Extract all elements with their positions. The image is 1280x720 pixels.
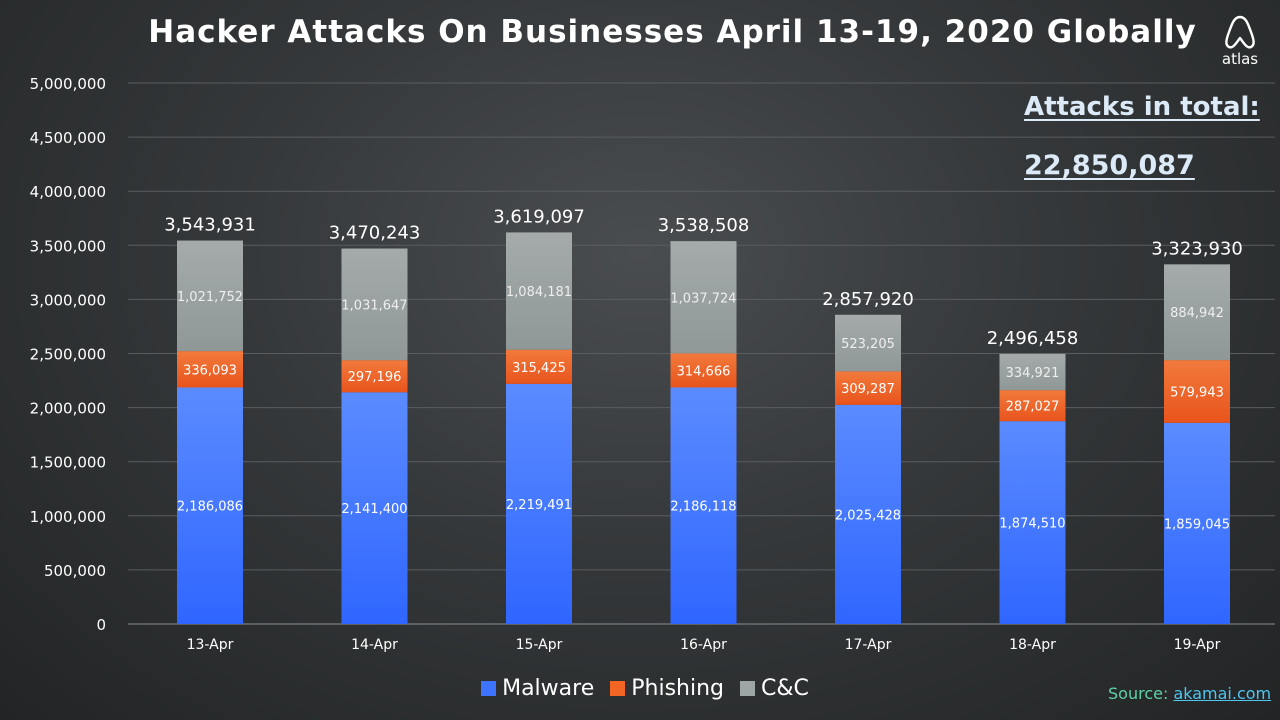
data-label: 2,186,086 [177, 500, 243, 515]
y-tick-label: 4,500,000 [30, 129, 106, 147]
legend-swatch-malware [481, 681, 497, 696]
x-tick-label: 19-Apr [1174, 637, 1221, 653]
atlas-logo-icon [1225, 15, 1255, 49]
legend-item-malware: Malware [481, 676, 594, 701]
bar-segment-malware [999, 421, 1066, 624]
y-tick-label: 5,000,000 [30, 75, 106, 93]
bar-segment-malware [341, 392, 408, 624]
bar-segment-cc [341, 248, 408, 361]
y-tick-label: 1,000,000 [30, 508, 106, 526]
source-note: Source: akamai.com [1108, 684, 1271, 703]
y-tick-label: 3,500,000 [30, 237, 106, 255]
total-label: 3,470,243 [329, 223, 421, 244]
bar-segment-phishing [506, 349, 572, 384]
x-tick-label: 15-Apr [516, 637, 563, 653]
data-label: 2,186,118 [670, 500, 736, 515]
bar-segment-cc [670, 241, 737, 354]
legend-label-cc: C&C [761, 676, 809, 701]
bar-segment-malware [835, 404, 901, 624]
data-label: 287,027 [1006, 400, 1060, 415]
legend-item-phishing: Phishing [610, 676, 724, 701]
bar-segment-phishing [835, 371, 901, 405]
legend-swatch-cc [740, 681, 755, 696]
bar-segment-cc [835, 314, 901, 372]
data-label: 1,031,647 [341, 298, 407, 313]
bar-segment-phishing [1164, 360, 1230, 423]
legend-label-phishing: Phishing [631, 676, 724, 701]
data-label: 884,942 [1170, 306, 1224, 321]
x-tick-label: 16-Apr [680, 637, 727, 653]
bar-segment-cc [1164, 264, 1230, 361]
data-label: 1,859,045 [1164, 517, 1230, 532]
y-tick-label: 2,500,000 [30, 346, 106, 364]
data-label: 2,219,491 [506, 498, 572, 513]
data-label: 1,021,752 [177, 290, 243, 305]
data-label: 314,666 [677, 364, 731, 379]
total-attacks-label: Attacks in total: [1024, 92, 1260, 122]
bar-segment-malware [1164, 422, 1230, 624]
bar-segment-phishing [341, 360, 408, 393]
total-label: 2,496,458 [987, 328, 1079, 349]
data-label: 315,425 [512, 361, 566, 376]
data-label: 1,037,724 [670, 291, 736, 306]
total-label: 2,857,920 [822, 289, 914, 310]
legend-label-malware: Malware [502, 676, 595, 701]
x-tick-label: 14-Apr [351, 637, 398, 653]
data-label: 523,205 [841, 337, 895, 352]
bar-segment-malware [670, 387, 737, 624]
bar-segment-cc [177, 240, 243, 352]
data-label: 1,084,181 [506, 285, 572, 300]
legend-item-cc: C&C [740, 676, 809, 701]
total-label: 3,323,930 [1151, 238, 1243, 259]
bar-segment-malware [177, 387, 243, 624]
total-label: 3,543,931 [164, 215, 256, 236]
y-tick-label: 4,000,000 [30, 183, 106, 201]
data-label: 2,141,400 [341, 502, 407, 517]
x-tick-label: 17-Apr [845, 637, 892, 653]
bar-segment-malware [506, 383, 572, 624]
chart-legend: Malware Phishing C&C [0, 676, 1280, 701]
y-tick-label: 500,000 [44, 562, 106, 580]
data-label: 334,921 [1006, 366, 1060, 381]
total-label: 3,538,508 [658, 215, 750, 236]
bar-segment-phishing [999, 390, 1066, 422]
y-tick-label: 2,000,000 [30, 400, 106, 418]
bar-segment-cc [506, 232, 572, 350]
atlas-logo: atlas [1212, 14, 1268, 70]
x-tick-label: 13-Apr [187, 637, 234, 653]
data-label: 1,874,510 [999, 517, 1065, 532]
chart-title: Hacker Attacks On Businesses April 13-19… [148, 14, 1197, 50]
bar-segment-phishing [670, 353, 737, 388]
x-tick-label: 18-Apr [1009, 637, 1056, 653]
source-prefix: Source: [1108, 684, 1174, 703]
data-label: 579,943 [1170, 385, 1224, 400]
total-label: 3,619,097 [493, 206, 585, 227]
data-label: 297,196 [348, 370, 402, 385]
legend-swatch-phishing [610, 681, 626, 696]
y-tick-label: 1,500,000 [30, 454, 106, 472]
bar-segment-phishing [177, 351, 243, 388]
y-tick-label: 0 [96, 616, 106, 634]
total-attacks-value: 22,850,087 [1024, 150, 1195, 181]
data-label: 336,093 [183, 363, 237, 378]
data-label: 309,287 [841, 382, 895, 397]
logo-text: atlas [1221, 50, 1259, 68]
source-link[interactable]: akamai.com [1173, 684, 1272, 703]
data-label: 2,025,428 [835, 508, 901, 523]
y-tick-label: 3,000,000 [30, 291, 106, 309]
bar-segment-cc [999, 353, 1066, 391]
